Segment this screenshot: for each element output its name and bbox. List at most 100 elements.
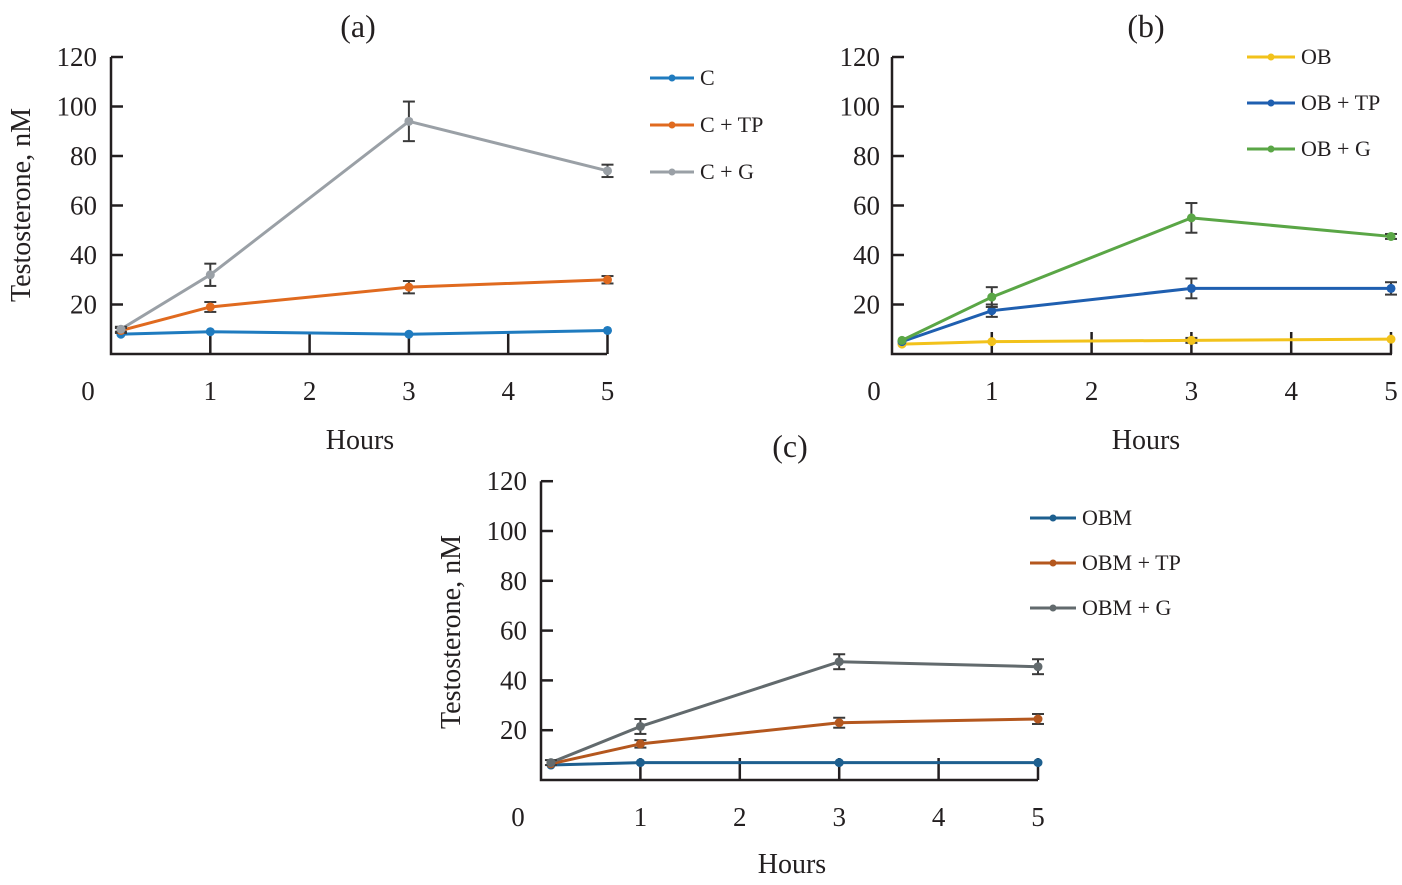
x-tick-label: 3 <box>832 802 846 832</box>
x-tick-label: 4 <box>501 376 515 406</box>
x-tick-label: 2 <box>733 802 747 832</box>
legend-label: OB <box>1301 44 1332 69</box>
x-tick-label: 3 <box>1185 376 1199 406</box>
data-point <box>603 275 612 285</box>
y-tick-label: 120 <box>487 466 528 496</box>
data-point <box>635 721 645 731</box>
legend-marker <box>668 168 676 176</box>
y-tick-label: 60 <box>70 191 97 221</box>
x-axis-title: Hours <box>1112 425 1180 456</box>
data-point <box>834 657 844 667</box>
x-tick-label: 0 <box>81 376 95 406</box>
series-line-c <box>120 328 608 336</box>
legend-label: OBM + G <box>1082 595 1172 620</box>
x-tick-label: 4 <box>932 802 946 832</box>
legend-marker <box>1267 99 1275 107</box>
legend-marker <box>1267 53 1275 61</box>
x-tick-label: 5 <box>601 376 615 406</box>
data-point <box>1186 283 1196 293</box>
panel-label: (b) <box>1127 8 1164 44</box>
data-point <box>1386 231 1396 241</box>
data-point <box>987 337 997 347</box>
x-tick-label: 2 <box>1085 376 1099 406</box>
y-tick-label: 100 <box>487 516 528 546</box>
legend-marker <box>1049 514 1057 522</box>
data-point <box>1386 334 1396 344</box>
legend-marker <box>668 74 676 82</box>
chart-panel-c: (c) Testosterone, nM Hours 2040608010012… <box>436 428 1181 880</box>
legend-label: OB + G <box>1301 136 1371 161</box>
legend-marker <box>1049 559 1057 567</box>
y-tick-label: 60 <box>853 191 880 221</box>
legend-label: OBM <box>1082 505 1132 530</box>
y-axis-title: Testosterone, nM <box>436 535 467 729</box>
y-tick-label: 20 <box>853 290 880 320</box>
x-tick-label: 1 <box>634 802 648 832</box>
data-point <box>635 758 645 768</box>
y-tick-label: 80 <box>853 141 880 171</box>
legend-label: C <box>700 65 715 90</box>
data-point <box>1186 335 1196 345</box>
data-point <box>404 116 414 126</box>
series-line-obm-g <box>550 660 1039 764</box>
data-point <box>1186 213 1196 223</box>
panel-label: (c) <box>772 428 808 464</box>
data-point <box>205 302 215 312</box>
legend-marker <box>1267 145 1275 153</box>
y-tick-label: 40 <box>70 240 97 270</box>
data-point <box>404 329 414 339</box>
y-tick-label: 120 <box>840 42 881 72</box>
data-point <box>116 324 126 334</box>
panel-label: (a) <box>340 8 376 44</box>
data-point <box>1033 714 1043 724</box>
legend-label: C + TP <box>700 112 763 137</box>
x-tick-label: 0 <box>511 802 525 832</box>
data-point <box>603 166 612 176</box>
y-tick-label: 60 <box>500 616 527 646</box>
data-point <box>603 325 612 335</box>
data-point <box>205 270 215 280</box>
axes <box>109 57 607 356</box>
data-point <box>1386 283 1396 293</box>
data-point <box>897 335 907 345</box>
x-tick-label: 2 <box>303 376 317 406</box>
legend-marker <box>668 121 676 129</box>
series-line-obm-tp <box>550 717 1039 766</box>
x-tick-label: 1 <box>985 376 999 406</box>
data-point <box>404 282 414 292</box>
series-line-ob <box>901 337 1392 346</box>
x-tick-label: 1 <box>204 376 218 406</box>
series-line-c-g <box>120 119 608 331</box>
data-point <box>987 292 997 302</box>
y-axis-title: Testosterone, nM <box>6 108 37 302</box>
series-line-c-tp <box>120 278 608 332</box>
data-point <box>834 758 844 768</box>
y-tick-label: 100 <box>840 92 881 122</box>
data-point <box>987 306 997 316</box>
data-point <box>1033 662 1043 672</box>
y-tick-label: 100 <box>57 92 98 122</box>
series-line-obm <box>550 761 1038 767</box>
data-point <box>546 758 556 768</box>
x-tick-label: 5 <box>1031 802 1045 832</box>
x-tick-label: 4 <box>1284 376 1298 406</box>
x-axis-title: Hours <box>326 425 394 456</box>
series-line-ob-tp <box>901 286 1391 344</box>
legend-label: OB + TP <box>1301 90 1380 115</box>
x-tick-label: 0 <box>867 376 881 406</box>
x-tick-label: 3 <box>402 376 416 406</box>
legend-marker <box>1049 604 1057 612</box>
chart-panel-a: (a) Testosterone, nM Hours 2040608010012… <box>6 8 763 456</box>
y-tick-label: 20 <box>70 290 97 320</box>
y-tick-label: 120 <box>57 42 98 72</box>
y-tick-label: 80 <box>500 566 527 596</box>
y-tick-label: 40 <box>853 240 880 270</box>
legend-label: C + G <box>700 159 754 184</box>
data-point <box>834 718 844 728</box>
legend-label: OBM + TP <box>1082 550 1181 575</box>
x-axis-title: Hours <box>758 849 826 880</box>
data-point <box>635 739 645 749</box>
chart-panel-b: (b) Hours 20 40 60 80 100 120 0 1 2 3 4 5 OB OB + TP O… <box>840 8 1398 456</box>
y-tick-label: 80 <box>70 141 97 171</box>
